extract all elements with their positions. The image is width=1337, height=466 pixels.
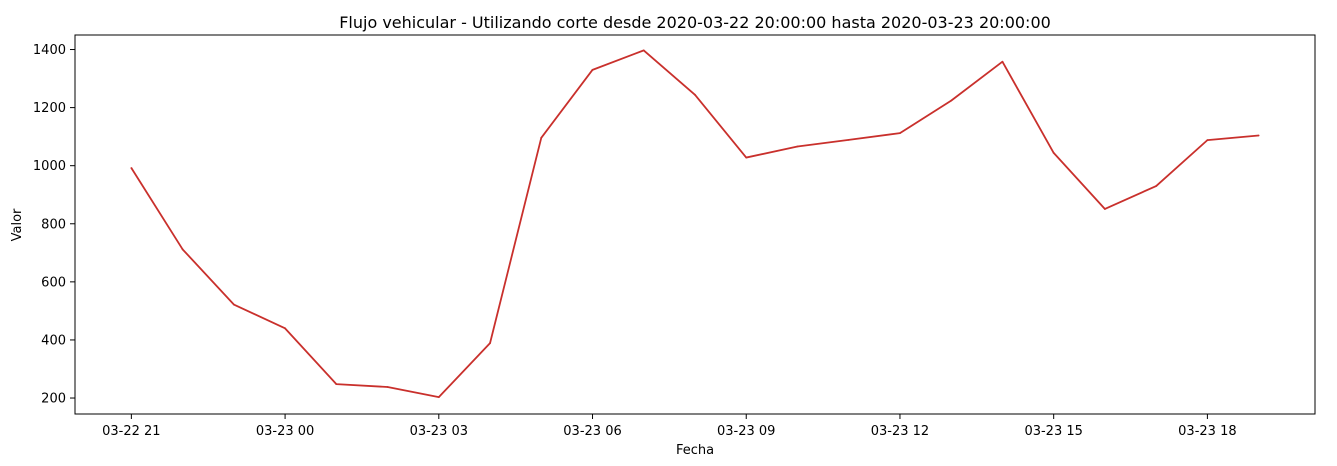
data-point bbox=[1104, 208, 1106, 210]
data-point bbox=[232, 303, 235, 306]
series-group bbox=[130, 49, 1260, 399]
y-tick-label: 200 bbox=[41, 392, 66, 407]
x-tick-label: 03-22 21 bbox=[102, 424, 160, 439]
data-point bbox=[1257, 134, 1260, 137]
x-tick-label: 03-23 06 bbox=[563, 424, 621, 439]
data-point bbox=[335, 383, 338, 385]
data-point bbox=[489, 342, 491, 345]
x-axis: 03-22 21 03-23 00 03-23 03 03-23 06 03-23 09… bbox=[102, 414, 1237, 439]
data-point bbox=[1155, 185, 1158, 187]
data-point bbox=[1206, 139, 1209, 142]
chart-title: Flujo vehicular - Utilizando corte desde… bbox=[339, 13, 1051, 32]
data-point bbox=[950, 99, 953, 102]
data-point bbox=[591, 68, 594, 71]
data-point bbox=[694, 93, 696, 96]
series-line bbox=[130, 49, 1259, 399]
y-tick-label: 600 bbox=[41, 275, 66, 290]
data-point bbox=[540, 136, 543, 139]
y-axis: 200 400 600 800 1000 1200 1400 bbox=[33, 43, 75, 407]
data-point bbox=[642, 49, 645, 52]
x-axis-label: Fecha bbox=[676, 443, 714, 458]
data-point bbox=[130, 167, 133, 169]
y-tick-label: 1000 bbox=[33, 159, 66, 174]
y-axis-label: Valor bbox=[10, 208, 25, 241]
data-point bbox=[181, 248, 184, 251]
data-point bbox=[796, 145, 799, 148]
y-tick-label: 1200 bbox=[33, 101, 66, 116]
x-tick-label: 03-23 12 bbox=[871, 424, 929, 439]
x-tick-label: 03-23 18 bbox=[1178, 424, 1236, 439]
y-tick-label: 800 bbox=[41, 217, 66, 232]
data-point bbox=[745, 156, 748, 159]
data-point bbox=[386, 386, 389, 388]
x-tick-label: 03-23 00 bbox=[256, 424, 314, 439]
data-point bbox=[284, 327, 286, 330]
data-point bbox=[847, 138, 850, 141]
data-point bbox=[1052, 152, 1055, 154]
y-tick-label: 1400 bbox=[33, 43, 66, 58]
x-tick-label: 03-23 15 bbox=[1024, 424, 1082, 439]
y-tick-label: 400 bbox=[41, 333, 66, 348]
x-tick-label: 03-23 03 bbox=[410, 424, 468, 439]
data-point bbox=[437, 396, 440, 399]
data-point bbox=[1001, 60, 1004, 63]
x-tick-label: 03-23 09 bbox=[717, 424, 775, 439]
data-point bbox=[899, 132, 901, 135]
plot-area-frame bbox=[74, 34, 1316, 415]
